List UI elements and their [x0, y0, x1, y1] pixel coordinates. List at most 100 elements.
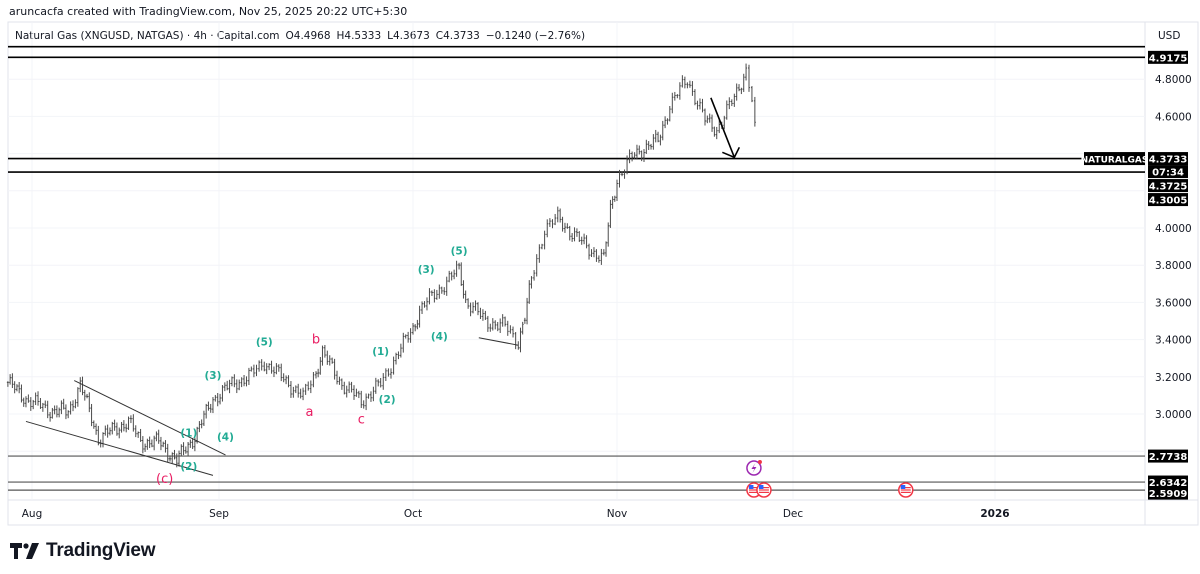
- wave-label: (c): [156, 472, 173, 487]
- symbol-title: Natural Gas (XNGUSD, NATGAS) · 4h · Capi…: [15, 30, 280, 42]
- time-tick-label: Aug: [22, 508, 43, 520]
- ohlc-bar: [409, 328, 412, 343]
- price-tick-label: 4.0000: [1155, 223, 1192, 235]
- ohlc-bar: [402, 332, 405, 353]
- ohlc-bar: [556, 206, 559, 223]
- ohlc-bar: [120, 421, 123, 433]
- ohlc-bar: [146, 438, 149, 450]
- ohlc-bar: [173, 449, 176, 460]
- countdown-badge: 07:34: [1148, 165, 1188, 179]
- currency-label[interactable]: USD: [1158, 30, 1181, 42]
- ohlc-bar: [412, 323, 414, 335]
- ohlc-bar: [600, 248, 603, 265]
- ohlc-bar: [125, 423, 128, 433]
- ohlc-bar: [275, 363, 278, 375]
- ohlc-bar: [476, 302, 479, 316]
- ohlc-bar: [60, 400, 63, 415]
- ohlc-bar: [657, 131, 660, 143]
- flag-stripe: [900, 491, 911, 493]
- price-tick-label: 3.2000: [1155, 372, 1192, 384]
- wave-label: (2): [379, 394, 396, 406]
- ohlc-bar: [219, 393, 222, 405]
- badge-text: 2.6342: [1149, 478, 1188, 489]
- ohlc-bar: [489, 323, 492, 332]
- ohlc-bar: [352, 385, 355, 400]
- ohlc-close: C4.3733: [435, 30, 480, 42]
- ohlc-bar: [711, 114, 714, 132]
- ohlc-bar: [546, 219, 549, 238]
- ohlc-bar: [46, 400, 49, 419]
- ohlc-bar: [559, 208, 562, 223]
- ohlc-bar: [348, 381, 351, 394]
- ohlc-bar: [18, 382, 21, 394]
- chart-credit: aruncacfa created with TradingView.com, …: [9, 5, 408, 18]
- ohlc-bar: [592, 247, 595, 258]
- ohlc-bar: [127, 416, 130, 430]
- ohlc-bar: [230, 376, 233, 387]
- ohlc-bar: [379, 378, 382, 388]
- ohlc-bar: [365, 393, 368, 411]
- ohlc-bar: [74, 399, 77, 409]
- ohlc-bar: [304, 383, 307, 395]
- ohlc-bar: [340, 378, 343, 390]
- ohlc-bar: [563, 222, 566, 233]
- ohlc-bar: [159, 436, 162, 451]
- ohlc-bar: [753, 96, 756, 127]
- flag-stripe: [758, 489, 769, 491]
- ohlc-bar: [650, 143, 653, 150]
- flag-canton: [758, 485, 764, 489]
- ohlc-bar: [528, 280, 531, 304]
- ohlc-bar: [728, 97, 731, 110]
- ohlc-bar: [423, 301, 426, 308]
- wave-label: (2): [180, 461, 197, 473]
- ohlc-bar: [735, 83, 738, 101]
- ohlc-bar: [270, 360, 273, 374]
- ohlc-bar: [673, 91, 676, 101]
- badge-bg: [1148, 50, 1188, 64]
- ohlc-bar: [307, 381, 310, 391]
- ohlc-bar: [317, 368, 320, 378]
- lightning-glyph: [751, 463, 757, 473]
- ohlc-bar: [228, 379, 231, 394]
- ohlc-bar: [725, 100, 728, 120]
- ohlc-bar: [521, 321, 524, 335]
- ohlc-bar: [390, 368, 393, 379]
- us-flag-icon: [898, 482, 914, 498]
- ohlc-bar: [701, 98, 704, 113]
- ohlc-bar: [260, 359, 263, 371]
- ohlc-bar: [139, 428, 142, 442]
- time-tick-label: Oct: [404, 508, 422, 520]
- ohlc-bar: [573, 227, 576, 242]
- notification-dot: [757, 460, 762, 464]
- ohlc-bar: [34, 392, 37, 406]
- ohlc-bar: [44, 400, 47, 409]
- ohlc-bar: [580, 236, 583, 245]
- ohlc-bar: [519, 327, 522, 353]
- level-badge-extra: 4.3725: [1148, 179, 1188, 193]
- badge-bg: [1148, 475, 1188, 489]
- badge-bg: [1148, 165, 1188, 179]
- flag-canton: [900, 485, 906, 489]
- ohlc-bar: [51, 407, 54, 419]
- ohlc-bar: [448, 270, 451, 283]
- ohlc-bar: [37, 391, 40, 406]
- ohlc-bar: [153, 435, 156, 451]
- ohlc-bar: [90, 403, 93, 427]
- ohlc-bar: [333, 358, 336, 380]
- ohlc-bar: [597, 255, 600, 263]
- ohlc-bar: [191, 437, 194, 450]
- ohlc-bar: [367, 393, 370, 399]
- level-badge-4.9175: 4.9175: [1148, 50, 1188, 64]
- ohlc-bar: [418, 305, 421, 328]
- ohlc-bar: [58, 407, 61, 418]
- ohlc-bar: [676, 94, 679, 99]
- tradingview-logo-text: TradingView: [46, 540, 156, 561]
- ohlc-bar: [491, 318, 494, 331]
- ohlc-bar: [652, 134, 655, 150]
- ohlc-bar: [336, 370, 339, 385]
- ohlc-bar: [268, 363, 271, 371]
- ohlc-bar: [221, 385, 224, 402]
- ohlc-bar: [750, 86, 753, 103]
- ohlc-bar: [445, 276, 448, 296]
